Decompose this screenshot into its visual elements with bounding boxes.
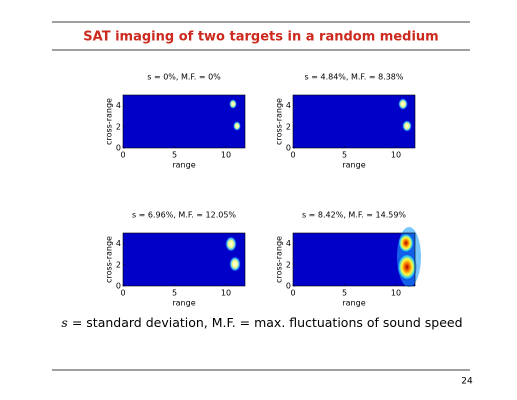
y-tick-label: 4 xyxy=(286,239,291,248)
image-frame xyxy=(122,232,246,287)
image xyxy=(293,233,415,286)
x-axis-label: range xyxy=(342,299,365,308)
y-axis-label: cross-range xyxy=(275,98,284,145)
y-tick-label: 4 xyxy=(116,101,121,110)
slide-title: SAT imaging of two targets in a random m… xyxy=(83,30,438,45)
x-tick-label: 5 xyxy=(172,151,177,160)
y-tick-label: 2 xyxy=(286,260,291,269)
y-axis-label: cross-range xyxy=(105,236,114,283)
x-axis-label: range xyxy=(172,299,195,308)
image-spot xyxy=(397,253,417,281)
panel-title: s = 0%, M.F. = 0% xyxy=(147,73,221,82)
image-spot xyxy=(229,256,241,272)
figure-panel: s = 6.96%, M.F. = 12.05% range cross-range… xyxy=(105,211,246,308)
y-axis-label: cross-range xyxy=(105,98,114,145)
x-axis-label: range xyxy=(342,161,365,170)
image-spot xyxy=(225,236,237,252)
x-tick-label: 10 xyxy=(221,289,231,298)
panel-title: s = 6.96%, M.F. = 12.05% xyxy=(132,211,236,220)
figure-panel: s = 8.42%, M.F. = 14.59% range cross-range… xyxy=(275,211,421,308)
image xyxy=(123,233,245,286)
x-tick-label: 0 xyxy=(120,151,125,160)
x-tick-label: 0 xyxy=(120,289,125,298)
y-axis-label: cross-range xyxy=(275,236,284,283)
image-frame xyxy=(122,94,246,149)
caption: s = standard deviation, M.F. = max. fluct… xyxy=(61,315,462,330)
x-tick-label: 5 xyxy=(342,289,347,298)
image xyxy=(293,95,415,148)
y-tick-label: 0 xyxy=(116,144,121,153)
image-spot xyxy=(398,233,414,253)
y-tick-label: 0 xyxy=(286,282,291,291)
y-tick-label: 2 xyxy=(286,122,291,131)
x-axis-label: range xyxy=(172,161,195,170)
image-spot xyxy=(233,121,241,131)
page-number: 24 xyxy=(461,377,473,387)
y-tick-label: 4 xyxy=(286,101,291,110)
y-tick-label: 2 xyxy=(116,260,121,269)
y-tick-label: 0 xyxy=(286,144,291,153)
image-spot xyxy=(402,120,412,132)
image xyxy=(123,95,245,148)
x-tick-label: 5 xyxy=(172,289,177,298)
image-frame xyxy=(292,232,416,287)
y-tick-label: 0 xyxy=(116,282,121,291)
y-tick-label: 2 xyxy=(116,122,121,131)
x-tick-label: 5 xyxy=(342,151,347,160)
x-tick-label: 10 xyxy=(391,289,401,298)
panel-title: s = 8.42%, M.F. = 14.59% xyxy=(302,211,406,220)
x-tick-label: 10 xyxy=(221,151,231,160)
figure-panel: s = 4.84%, M.F. = 8.38%rangecross-range0… xyxy=(275,73,416,170)
image-spot xyxy=(398,98,408,110)
caption-symbol: s xyxy=(61,315,67,330)
caption-text: = standard deviation, M.F. = max. fluctu… xyxy=(72,315,463,330)
panel-title: s = 4.84%, M.F. = 8.38% xyxy=(305,73,404,82)
x-tick-label: 0 xyxy=(290,151,295,160)
image-frame xyxy=(292,94,416,149)
y-tick-label: 4 xyxy=(116,239,121,248)
image-spot xyxy=(229,99,237,109)
x-tick-label: 10 xyxy=(391,151,401,160)
x-tick-label: 0 xyxy=(290,289,295,298)
